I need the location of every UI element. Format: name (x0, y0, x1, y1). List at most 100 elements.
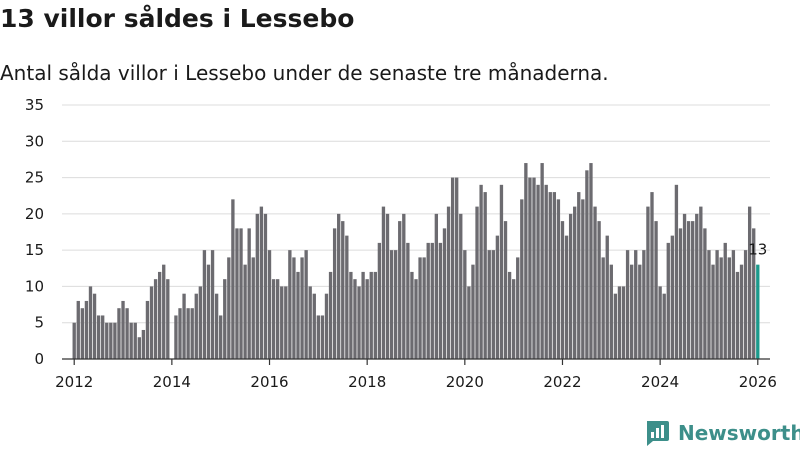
bar (524, 163, 528, 359)
newsworthy-logo-icon (647, 421, 669, 446)
bar (341, 221, 345, 359)
bar (450, 177, 455, 359)
bar (516, 257, 520, 359)
bar (214, 293, 219, 359)
bar (345, 235, 349, 359)
bar (149, 286, 154, 359)
bar (503, 221, 508, 359)
bar (670, 235, 675, 359)
bar (532, 177, 536, 359)
bar (109, 322, 113, 359)
bar (263, 213, 268, 359)
bar (145, 300, 150, 359)
bar (617, 286, 622, 359)
bar (507, 271, 512, 359)
bar (88, 286, 93, 359)
x-tick-label: 2026 (739, 373, 777, 391)
bar (682, 213, 687, 359)
x-tick-label: 2020 (446, 373, 484, 391)
bar (646, 206, 650, 359)
bar (520, 199, 524, 359)
bar (361, 271, 365, 359)
bar (377, 242, 382, 359)
bar (699, 206, 703, 359)
bar (573, 206, 577, 359)
bar (178, 308, 182, 359)
bar (707, 250, 711, 359)
bar (475, 206, 479, 359)
bar (125, 308, 129, 359)
bar (638, 264, 642, 359)
x-tick-label: 2018 (348, 373, 386, 391)
bar (597, 221, 601, 359)
bar (153, 279, 158, 359)
brand-name: Newsworthy (678, 421, 800, 445)
x-tick-label: 2022 (543, 373, 581, 391)
bar (76, 300, 80, 359)
bar (255, 213, 259, 359)
bar (666, 242, 670, 359)
bar (430, 242, 434, 359)
bar (662, 293, 666, 359)
bar (479, 184, 483, 359)
bar (304, 250, 308, 359)
bar (210, 250, 215, 359)
bar (426, 242, 430, 359)
bar (275, 279, 280, 359)
bar (422, 257, 426, 359)
bar (349, 271, 353, 359)
bar (296, 271, 300, 359)
bar (548, 192, 552, 359)
chart-subtitle: Antal sålda villor i Lessebo under de se… (0, 61, 609, 85)
bar (105, 322, 109, 359)
chart-title: 13 villor såldes i Lessebo (0, 4, 355, 33)
bar (402, 213, 406, 359)
y-tick-label: 5 (34, 314, 44, 332)
bar (642, 250, 646, 359)
bar (353, 279, 357, 359)
bar (381, 206, 386, 359)
bar (438, 242, 443, 359)
bar (406, 242, 410, 359)
bar (483, 192, 487, 359)
bar (292, 257, 296, 359)
bar (231, 199, 235, 359)
bar (703, 228, 707, 359)
bar (280, 286, 284, 359)
bar (605, 235, 609, 359)
bar (312, 293, 316, 359)
bar (385, 213, 390, 359)
bar (369, 271, 373, 359)
bar (101, 315, 105, 359)
bar (577, 192, 581, 359)
bar (267, 250, 272, 359)
bar (247, 228, 251, 359)
x-tick-label: 2016 (250, 373, 288, 391)
bar (629, 264, 634, 359)
bar (121, 300, 125, 359)
bar (324, 293, 329, 359)
brand-logo: Newsworthy (644, 420, 800, 446)
bar (92, 293, 97, 359)
bar (471, 264, 475, 359)
bar (739, 264, 744, 359)
bar (674, 184, 679, 359)
bar (625, 250, 630, 359)
bar (96, 315, 101, 359)
bar (357, 286, 361, 359)
bar (162, 264, 166, 359)
bar (393, 250, 398, 359)
bar (166, 279, 170, 359)
bar (328, 271, 333, 359)
bar (398, 221, 402, 359)
bar (495, 235, 500, 359)
bar (202, 250, 207, 359)
bar (365, 279, 369, 359)
bar (695, 213, 699, 359)
bar (715, 250, 719, 359)
bar (487, 250, 491, 359)
bar (747, 206, 752, 359)
bar (259, 206, 264, 359)
x-tick-label: 2014 (153, 373, 191, 391)
bar (133, 322, 137, 359)
